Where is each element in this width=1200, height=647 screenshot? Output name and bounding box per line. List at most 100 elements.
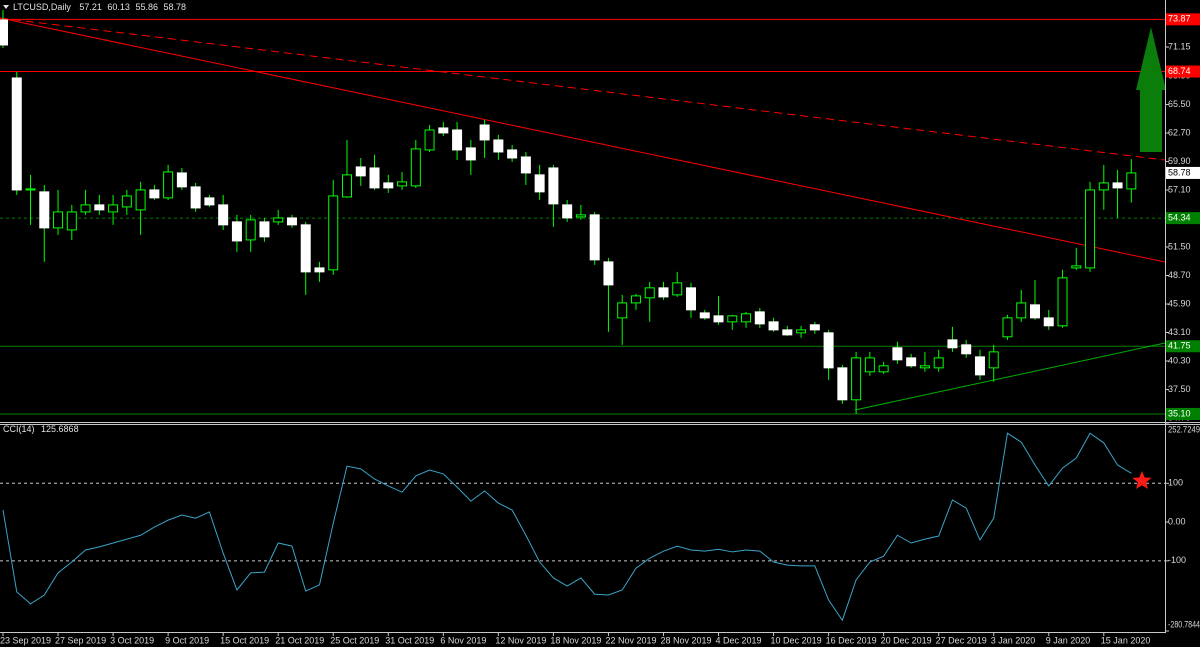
x-tick-label: 28 Nov 2019 [660, 635, 711, 645]
candle-body-down [259, 221, 270, 238]
candle-body-down [534, 174, 545, 193]
candle-body-down [355, 166, 366, 177]
candle-body-up [80, 204, 91, 213]
current-price-box [1166, 166, 1200, 179]
current-price-label: 58.78 [1168, 167, 1191, 177]
candle-body-up [108, 204, 119, 213]
candle-body-down [11, 77, 22, 191]
y-tick-label: -280.7844 [1168, 619, 1200, 629]
candle-body-up [796, 329, 807, 334]
x-tick-label: 23 Sep 2019 [0, 635, 51, 645]
candle-body-up [25, 188, 36, 191]
candle-body-up [1085, 189, 1096, 269]
candle-body-up [66, 211, 77, 231]
candle-body-up [630, 295, 641, 304]
trendline [0, 17, 1166, 263]
candle-body-down [974, 356, 985, 376]
x-tick-label: 12 Nov 2019 [495, 635, 546, 645]
price-label-box [1166, 340, 1200, 353]
x-tick-label: 27 Sep 2019 [55, 635, 106, 645]
candle-body-down [768, 321, 779, 331]
axes: 34.7037.5040.3043.1045.9048.7051.5054.30… [0, 13, 1200, 645]
x-tick-label: 3 Oct 2019 [110, 635, 154, 645]
low-value: 55.86 [135, 2, 158, 12]
candle-body-up [988, 351, 999, 369]
y-tick-label: -100 [1168, 555, 1186, 565]
candle-body-up [273, 217, 284, 223]
x-tick-label: 16 Dec 2019 [826, 635, 877, 645]
price-label-box [1166, 65, 1200, 78]
x-tick-label: 10 Dec 2019 [771, 635, 822, 645]
symbol-title: LTCUSD,Daily 57.21 60.13 55.86 58.78 [13, 2, 186, 12]
candle-body-down [479, 124, 490, 141]
candle-body-up [245, 219, 256, 241]
candle-body-up [1071, 265, 1082, 269]
candle-body-down [190, 186, 201, 209]
price-label: 41.75 [1168, 341, 1191, 351]
y-tick-label: 252.7249 [1168, 424, 1200, 434]
candle-body-up [1098, 182, 1109, 191]
candle-body-down [1043, 317, 1054, 327]
candle-body-down [520, 156, 531, 174]
candle-body-down [383, 182, 394, 189]
y-tick-label: 43.10 [1168, 327, 1191, 337]
candle-body-down [204, 197, 215, 206]
x-tick-label: 25 Oct 2019 [330, 635, 379, 645]
candle-body-down [231, 221, 242, 242]
x-tick-label: 15 Oct 2019 [220, 635, 269, 645]
high-value: 60.13 [107, 2, 130, 12]
x-tick-label: 3 Jan 2020 [991, 635, 1036, 645]
y-tick-label: 51.50 [1168, 241, 1191, 251]
candle-body-down [286, 217, 297, 226]
candle-body-down [300, 224, 311, 273]
y-tick-label: 45.90 [1168, 298, 1191, 308]
indicator-value: 125.6868 [41, 424, 79, 434]
candle-body-up [864, 357, 875, 373]
price-label-box [1166, 212, 1200, 225]
title: LTCUSD,Daily [13, 2, 71, 12]
candle-body-down [699, 312, 710, 319]
trendline [854, 342, 1166, 411]
candle-body-up [1126, 172, 1137, 190]
x-tick-label: 9 Jan 2020 [1046, 635, 1091, 645]
candle-body-down [548, 167, 559, 205]
candle-body-down [149, 189, 160, 199]
x-tick-label: 22 Nov 2019 [605, 635, 656, 645]
candle-body-down [961, 344, 972, 355]
candle-body-up [741, 313, 752, 323]
x-tick-label: 9 Oct 2019 [165, 635, 209, 645]
star-marker [1132, 471, 1152, 489]
candle-body-down [809, 324, 820, 331]
candle-body-down [782, 329, 793, 336]
candle-body-up [410, 148, 421, 187]
candle-body-down [176, 172, 187, 188]
trendline [0, 17, 1166, 161]
candle-body-down [438, 127, 449, 134]
candle-body-up [617, 302, 628, 319]
candle-body-up [53, 211, 64, 229]
candle-body-down [562, 204, 573, 219]
candle-body-down [493, 139, 504, 153]
candle-body-down [686, 287, 696, 311]
candle-body-down [713, 315, 724, 323]
x-tick-label: 6 Nov 2019 [440, 635, 486, 645]
arrow-up [1136, 27, 1166, 152]
y-tick-label: 65.50 [1168, 99, 1191, 109]
price-label: 35.10 [1168, 408, 1191, 418]
candle-body-down [603, 261, 614, 286]
x-tick-label: 4 Dec 2019 [716, 635, 762, 645]
candle-body-up [933, 357, 944, 369]
candle-body-up [121, 195, 132, 208]
y-tick-label: 62.70 [1168, 127, 1191, 137]
candle-body-up [1057, 277, 1068, 327]
candle-body-up [919, 365, 930, 369]
candle-body-down [947, 339, 958, 349]
candle-body-down [1030, 304, 1040, 319]
candle-body-up [575, 214, 586, 218]
y-tick-label: 57.10 [1168, 184, 1191, 194]
x-tick-label: 27 Dec 2019 [936, 635, 987, 645]
hline-layer [0, 18, 1165, 415]
